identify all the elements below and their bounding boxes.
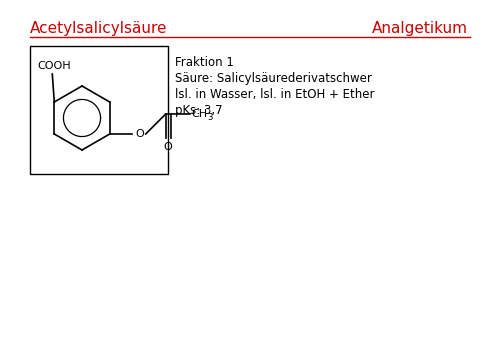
Text: lsl. in Wasser, lsl. in EtOH + Ether: lsl. in Wasser, lsl. in EtOH + Ether xyxy=(175,88,374,101)
Text: Säure: Salicylsäurederivatschwer: Säure: Salicylsäurederivatschwer xyxy=(175,72,372,85)
Bar xyxy=(30,46,168,174)
Text: O: O xyxy=(164,142,172,152)
Text: Acetylsalicylsäure: Acetylsalicylsäure xyxy=(30,21,168,36)
Text: COOH: COOH xyxy=(38,61,71,71)
Text: CH: CH xyxy=(192,109,208,119)
Text: 3: 3 xyxy=(208,113,213,121)
Text: Fraktion 1: Fraktion 1 xyxy=(175,56,234,69)
Text: O: O xyxy=(136,129,144,139)
Text: pKs: 3,7: pKs: 3,7 xyxy=(175,104,222,117)
Text: Analgetikum: Analgetikum xyxy=(372,21,468,36)
